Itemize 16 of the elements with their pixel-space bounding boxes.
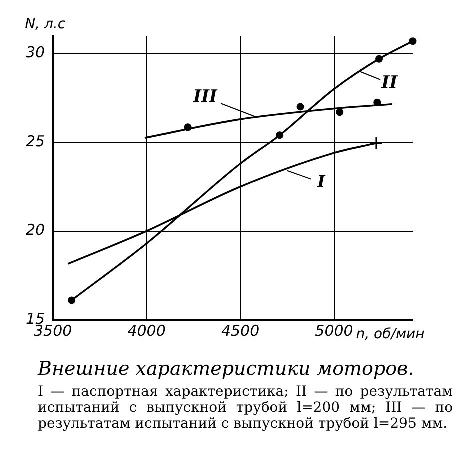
x-tick-label: 5000 — [315, 322, 354, 340]
y-tick-label: 20 — [26, 221, 46, 240]
x-tick-label: 4500 — [221, 322, 260, 340]
y-tick-label: 25 — [26, 132, 46, 150]
y-axis-title: N, л.с — [25, 16, 66, 33]
x-tick-label: 4000 — [128, 322, 166, 340]
x-axis-title: n, об/мин — [356, 326, 425, 343]
text: I — паспортная характеристика; II — по результатам испытаний с выпускной трубой l=200 мм; III — по результатам испытаний с выпускной трубой l=295 мм. — [38, 384, 453, 432]
point — [336, 108, 344, 116]
point — [296, 103, 304, 111]
y-tick-label: 30 — [26, 44, 46, 62]
annotation: III — [192, 87, 218, 108]
point — [370, 136, 384, 150]
annotation: I — [316, 172, 326, 192]
text: Внешние характеристики моторов. — [38, 358, 416, 380]
annotation: II — [380, 72, 399, 93]
